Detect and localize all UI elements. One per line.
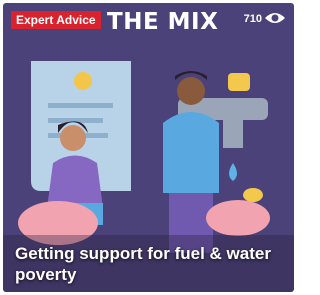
coin [74,72,92,90]
man-shirt [163,112,219,193]
eye-icon [264,11,286,25]
man-head [177,77,205,105]
woman-top [47,156,103,209]
view-count: 710 [244,13,262,25]
water-drop [229,163,237,181]
card-title[interactable]: Getting support for fuel & water poverty [15,243,285,285]
tap-handle [228,73,250,91]
tap-spout [223,118,243,148]
hard-hat [243,188,263,202]
content-card[interactable]: Expert Advice THE MIX 710 Getting suppor… [3,3,294,292]
logo: THE MIX [107,9,218,35]
badge: Expert Advice [11,11,101,29]
woman-head [60,125,86,151]
bill-line [48,103,113,108]
piggy-bank [206,200,270,236]
